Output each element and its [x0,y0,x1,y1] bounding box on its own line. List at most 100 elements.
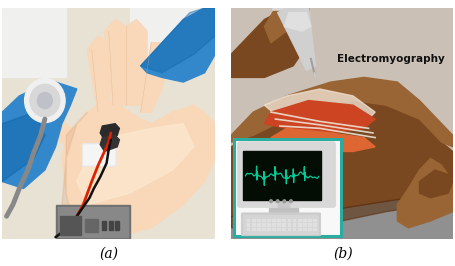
Bar [267,219,271,222]
Polygon shape [271,128,375,151]
Bar [272,223,276,227]
Polygon shape [231,147,453,165]
Bar [303,228,307,231]
Polygon shape [62,112,87,239]
Bar [278,228,281,231]
Bar [86,219,98,232]
Polygon shape [231,8,308,77]
Bar [298,223,302,227]
FancyBboxPatch shape [241,213,321,236]
Text: (b): (b) [334,247,354,261]
Bar [244,153,320,199]
Bar [293,219,297,222]
Bar [269,208,298,213]
Bar [115,221,119,230]
Bar [262,219,266,222]
Polygon shape [130,8,215,54]
Bar [102,221,106,230]
Polygon shape [141,8,215,82]
Bar [252,228,256,231]
FancyBboxPatch shape [84,145,115,165]
Text: Electromyography: Electromyography [337,54,445,64]
Polygon shape [87,36,113,112]
Bar [56,205,130,239]
Bar [298,219,302,222]
Polygon shape [77,124,194,205]
Bar [247,228,250,231]
Bar [262,223,266,227]
Bar [278,219,281,222]
Polygon shape [141,43,168,112]
Bar [313,228,317,231]
Polygon shape [2,112,45,182]
Text: (a): (a) [100,247,119,261]
Polygon shape [40,105,77,147]
Bar [243,151,321,200]
Polygon shape [264,89,375,128]
Polygon shape [284,13,311,31]
Bar [257,228,261,231]
Polygon shape [62,101,215,239]
Circle shape [30,84,60,117]
Bar [283,228,286,231]
Polygon shape [105,20,130,105]
Polygon shape [100,135,119,151]
Bar [252,219,256,222]
Bar [257,219,261,222]
Polygon shape [264,101,375,133]
Circle shape [270,200,273,203]
Bar [303,219,307,222]
Circle shape [283,200,286,203]
Bar [288,219,291,222]
Bar [267,223,271,227]
Bar [313,219,317,222]
Bar [278,202,289,209]
Bar [288,228,291,231]
Polygon shape [397,158,453,228]
Polygon shape [141,8,215,73]
Bar [257,223,261,227]
Circle shape [290,200,292,203]
Polygon shape [231,101,453,216]
Bar [272,219,276,222]
Polygon shape [287,8,308,43]
FancyBboxPatch shape [82,143,116,167]
Bar [252,223,256,227]
Bar [293,228,297,231]
Polygon shape [278,8,315,70]
Bar [298,228,302,231]
Bar [283,223,286,227]
Bar [283,219,286,222]
Bar [308,223,312,227]
Bar [247,223,250,227]
Bar [247,219,250,222]
Bar [109,221,112,230]
Polygon shape [231,182,453,228]
Bar [272,228,276,231]
Polygon shape [2,82,77,189]
Polygon shape [231,77,453,147]
Polygon shape [100,124,119,140]
Bar [58,207,128,237]
Bar [60,216,81,235]
Bar [288,223,291,227]
Bar [308,219,312,222]
Bar [278,223,281,227]
FancyBboxPatch shape [244,215,318,234]
Circle shape [37,93,52,109]
Polygon shape [420,170,453,198]
Polygon shape [126,20,147,105]
Bar [267,228,271,231]
Circle shape [276,200,279,203]
Polygon shape [264,8,287,43]
FancyBboxPatch shape [238,142,336,207]
Bar [262,228,266,231]
Polygon shape [2,8,66,77]
Circle shape [25,78,65,123]
Bar [308,228,312,231]
FancyBboxPatch shape [234,139,341,236]
Bar [313,223,317,227]
Polygon shape [231,147,453,239]
Bar [303,223,307,227]
Bar [293,223,297,227]
